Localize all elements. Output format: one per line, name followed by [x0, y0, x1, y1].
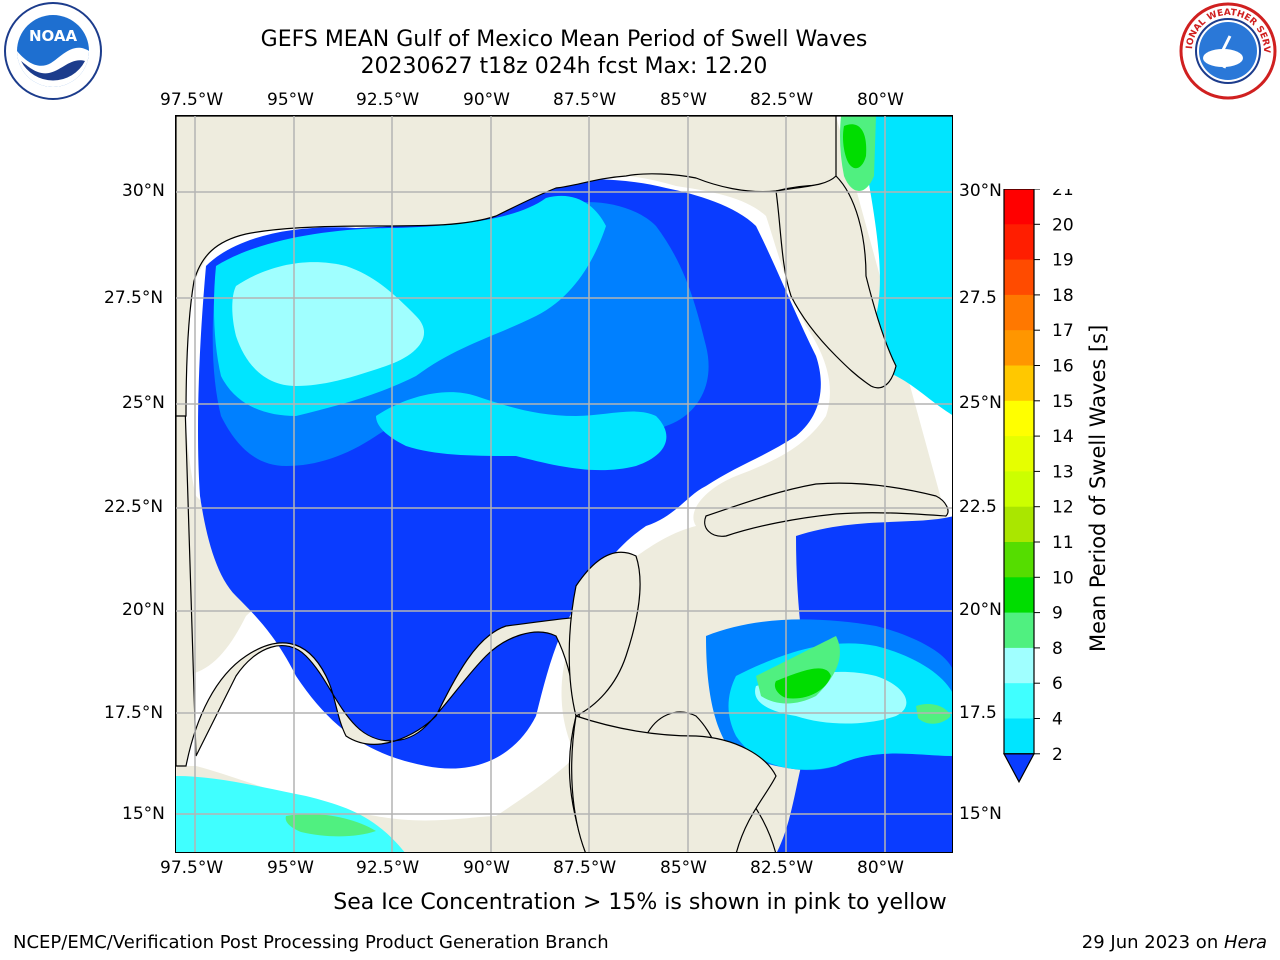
colorbar-segment	[1004, 294, 1034, 331]
footer-right: 29 Jun 2023 on Hera	[1082, 932, 1267, 953]
chart-subtitle: 20230627 t18z 024h fcst Max: 12.20	[360, 54, 768, 79]
colorbar-segment	[1004, 436, 1034, 472]
colorbar-tick-label: 4	[1052, 710, 1063, 730]
swell-10-11-caribbean	[774, 668, 831, 699]
chart-title: GEFS MEAN Gulf of Mexico Mean Period of …	[260, 27, 868, 52]
colorbar-tick-label: 20	[1052, 215, 1074, 235]
sea-ice-caption: Sea Ice Concentration > 15% is shown in …	[333, 890, 947, 915]
colorbar-segment	[1004, 471, 1034, 508]
lat-tick-label: 22.5°N	[104, 497, 164, 517]
lat-tick-label: 25°N	[122, 393, 165, 413]
colorbar-tick-label: 11	[1052, 533, 1074, 553]
colorbar-tick-label: 9	[1052, 604, 1063, 624]
colorbar-svg: 21 20 19 18 17 16 15 14 13 12 11 10 9 8 6 4 2	[1002, 180, 1074, 784]
colorbar-segment	[1004, 189, 1034, 225]
lon-tick-label: 85°W	[660, 90, 707, 110]
colorbar-tick-label: 13	[1052, 462, 1074, 482]
swell-10-11-florida	[843, 124, 867, 169]
colorbar-tick-label: 15	[1052, 392, 1074, 412]
land-us-gulfcoast	[176, 116, 952, 417]
graticule	[176, 116, 952, 852]
colorbar-tick-label: 2	[1052, 745, 1063, 765]
colorbar-tick-label: 10	[1052, 568, 1074, 588]
colorbar-tick-label: 14	[1052, 427, 1074, 447]
swell-6-8-center	[376, 392, 667, 471]
colorbar-label: Mean Period of Swell Waves [s]	[1086, 324, 1110, 652]
colorbar-segment	[1004, 718, 1034, 755]
land-florida	[775, 175, 897, 389]
lat-tick-label: 15°N	[959, 804, 1002, 824]
colorbar-extend-triangle	[1002, 753, 1036, 784]
colorbar-segment	[1004, 683, 1034, 719]
lat-tick-label: 30°N	[959, 181, 1002, 201]
lat-tick-label: 25°N	[959, 393, 1002, 413]
lat-tick-label: 20°N	[959, 600, 1002, 620]
lon-tick-label: 80°W	[857, 90, 904, 110]
land-honduras	[571, 715, 777, 852]
land-cuba	[704, 482, 949, 537]
noaa-logo-text: NOAA	[29, 27, 78, 45]
lon-tick-label: 97.5°W	[160, 90, 224, 110]
map-panel	[175, 115, 953, 853]
lat-tick-label: 15°N	[122, 804, 165, 824]
colorbar-segment	[1004, 330, 1034, 366]
noaa-logo: NOAA	[3, 1, 103, 105]
lon-tick-label: 87.5°W	[553, 90, 617, 110]
colorbar-segment	[1004, 647, 1034, 684]
lon-tick-label: 90°W	[463, 858, 510, 878]
colorbar-segment	[1004, 542, 1034, 578]
colorbar-tick-label: 21	[1052, 189, 1074, 200]
lon-tick-label: 80°W	[857, 858, 904, 878]
colorbar-tick-label: 16	[1052, 357, 1074, 377]
lat-tick-label: 27.5	[959, 288, 997, 308]
lon-tick-label: 92.5°W	[356, 858, 420, 878]
colorbar: 21 20 19 18 17 16 15 14 13 12 11 10 9 8 6 4 2	[1002, 180, 1113, 793]
colorbar-tick-label: 18	[1052, 286, 1074, 306]
swell-9-10-east	[916, 704, 951, 724]
lon-tick-label: 92.5°W	[356, 90, 420, 110]
lat-tick-label: 22.5	[959, 497, 997, 517]
lat-tick-label: 17.5	[959, 703, 997, 723]
swell-8-9	[232, 262, 425, 386]
colorbar-segment	[1004, 365, 1034, 402]
lon-tick-label: 97.5°W	[160, 858, 224, 878]
colorbar-tick-label: 6	[1052, 674, 1063, 694]
lon-tick-label: 95°W	[267, 90, 314, 110]
land-yucatan	[568, 551, 641, 717]
lat-tick-label: 17.5°N	[104, 703, 164, 723]
colorbar-segment	[1004, 612, 1034, 649]
footer-host: Hera	[1223, 932, 1267, 953]
lon-tick-label: 90°W	[463, 90, 510, 110]
lon-tick-label: 87.5°W	[553, 858, 617, 878]
lon-tick-label: 82.5°W	[750, 90, 814, 110]
colorbar-tick-label: 12	[1052, 498, 1074, 518]
colorbar-segment	[1004, 506, 1034, 543]
lat-tick-label: 30°N	[122, 181, 165, 201]
colorbar-tick-label: 19	[1052, 251, 1074, 271]
nws-logo: NATIONAL WEATHER SERVICE	[1174, 0, 1278, 104]
swell-9-10-sw	[285, 814, 376, 837]
colorbar-tick-label: 17	[1052, 321, 1074, 341]
colorbar-tick-label: 8	[1052, 639, 1063, 659]
colorbar-segment	[1004, 577, 1034, 614]
lat-tick-label: 27.5°N	[104, 288, 164, 308]
lon-tick-label: 85°W	[660, 858, 707, 878]
colorbar-segment	[1004, 224, 1034, 261]
colorbar-segment	[1004, 400, 1034, 437]
lon-tick-label: 82.5°W	[750, 858, 814, 878]
footer-date: 29 Jun 2023 on	[1081, 932, 1224, 953]
lat-tick-label: 20°N	[122, 600, 165, 620]
lon-tick-label: 95°W	[267, 858, 314, 878]
colorbar-segment	[1004, 259, 1034, 296]
footer-left: NCEP/EMC/Verification Post Processing Pr…	[13, 932, 609, 953]
